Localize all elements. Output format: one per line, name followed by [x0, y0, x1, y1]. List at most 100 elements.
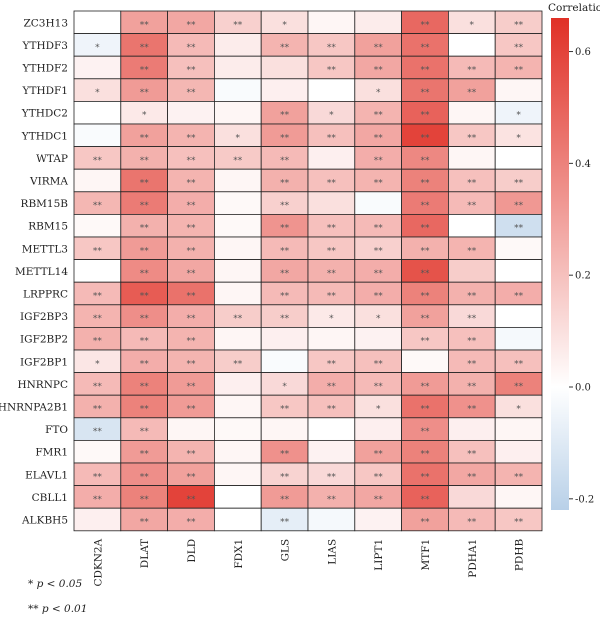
row-label-ythdf3: YTHDF3 — [22, 40, 68, 52]
significance-marker: ** — [467, 314, 477, 324]
significance-marker: ** — [421, 472, 431, 482]
significance-marker: ** — [187, 314, 197, 324]
heatmap-cell — [167, 101, 215, 125]
significance-marker: ** — [327, 292, 337, 302]
heatmap-cell — [260, 417, 309, 441]
significance-marker: ** — [514, 359, 524, 369]
row-label-igf2bp2: IGF2BP2 — [20, 334, 68, 346]
significance-marker: ** — [467, 359, 477, 369]
significance-marker: ** — [233, 359, 243, 369]
significance-marker: ** — [280, 518, 290, 528]
row-label-igf2bp3: IGF2BP3 — [20, 311, 68, 323]
significance-marker: ** — [280, 472, 290, 482]
heatmap-cell — [307, 146, 356, 170]
significance-marker: ** — [140, 518, 150, 528]
row-label-ythdc1: YTHDC1 — [21, 130, 68, 142]
significance-marker: ** — [467, 133, 477, 143]
heatmap-cell — [213, 417, 262, 441]
significance-marker: ** — [421, 246, 431, 256]
significance-marker: ** — [327, 382, 337, 392]
row-label-rbm15b: RBM15B — [21, 198, 69, 210]
significance-marker: ** — [140, 179, 150, 189]
significance-marker: ** — [467, 246, 477, 256]
significance-marker: ** — [467, 179, 477, 189]
significance-marker: ** — [280, 43, 290, 53]
legend-note-p05: * p < 0.05 — [28, 578, 82, 590]
significance-marker: ** — [514, 224, 524, 234]
significance-marker: ** — [421, 337, 431, 347]
significance-marker: * — [142, 111, 147, 121]
colorbar-tick-label: 0.2 — [575, 271, 591, 282]
significance-marker: * — [282, 382, 287, 392]
significance-marker: * — [95, 359, 100, 369]
significance-marker: * — [329, 314, 334, 324]
significance-marker: ** — [327, 246, 337, 256]
significance-marker: ** — [140, 359, 150, 369]
heatmap-cell — [307, 191, 356, 215]
heatmap-cell — [213, 394, 262, 419]
row-label-rbm15: RBM15 — [28, 221, 68, 233]
significance-marker: ** — [514, 179, 524, 189]
legend-note-p05-text: p < 0.05 — [36, 578, 83, 590]
heatmap-cell — [447, 485, 496, 509]
colorbar-tick-label: 0.4 — [575, 159, 591, 170]
row-labels: ZC3H13 YTHDF3 YTHDF2 YTHDF1 YTHDC2 YTHDC1 WTAP… — [0, 17, 68, 526]
column-label-cdkn2a: CDKN2A — [92, 538, 104, 586]
significance-marker: ** — [280, 201, 290, 211]
heatmap-cell — [213, 168, 262, 193]
heatmap-cell — [260, 55, 309, 80]
heatmap-cell — [494, 417, 543, 441]
significance-marker: ** — [280, 495, 290, 505]
significance-marker: ** — [374, 179, 384, 189]
heatmap-cell — [494, 485, 543, 509]
significance-marker: ** — [467, 518, 477, 528]
significance-marker: ** — [421, 88, 431, 98]
significance-marker: ** — [187, 472, 197, 482]
heatmap-cell — [213, 191, 262, 215]
significance-marker: ** — [327, 179, 337, 189]
heatmap-cell — [213, 326, 262, 351]
row-label-hnrnpc: HNRNPC — [17, 379, 68, 391]
significance-marker: ** — [140, 427, 150, 437]
significance-marker: ** — [374, 156, 384, 166]
row-label-ythdf1: YTHDF1 — [22, 85, 68, 97]
significance-marker: ** — [374, 133, 384, 143]
significance-marker: ** — [374, 224, 384, 234]
colorbar-gradient — [551, 18, 569, 510]
heatmap-cell — [307, 417, 356, 441]
significance-marker: ** — [421, 179, 431, 189]
significance-marker: ** — [327, 495, 337, 505]
significance-marker: ** — [140, 405, 150, 415]
significance-marker: ** — [327, 43, 337, 53]
legend-note-p01: ** p < 0.01 — [28, 603, 87, 615]
heatmap-cell — [260, 326, 309, 351]
colorbar-ticks: -0.2 0.0 0.2 0.4 0.6 — [569, 47, 594, 505]
significance-marker: ** — [280, 292, 290, 302]
significance-marker: ** — [374, 246, 384, 256]
significance-marker: ** — [187, 405, 197, 415]
row-label-hnrnpa2b1: HNRNPA2B1 — [0, 402, 68, 414]
significance-marker: ** — [421, 66, 431, 76]
heatmap-cell — [73, 101, 122, 125]
heatmap-cell — [494, 259, 543, 283]
significance-marker: ** — [140, 495, 150, 505]
row-label-alkbh5: ALKBH5 — [21, 515, 68, 527]
column-label-pdha1: PDHA1 — [467, 539, 479, 578]
legend-note-p01-text: p < 0.01 — [41, 603, 88, 615]
significance-marker: ** — [421, 43, 431, 53]
significance-marker: ** — [187, 450, 197, 460]
significance-marker: ** — [233, 20, 243, 30]
significance-marker: ** — [187, 179, 197, 189]
heatmap-cell — [73, 10, 122, 35]
significance-marker: ** — [187, 382, 197, 392]
significance-marker: ** — [140, 337, 150, 347]
column-labels: CDKN2A DLAT DLD FDX1 GLS LIAS LIPT1 MTF1 PDHA1 PD… — [92, 538, 525, 586]
significance-marker: * — [516, 405, 521, 415]
significance-marker: ** — [467, 382, 477, 392]
significance-marker: ** — [374, 292, 384, 302]
significance-marker: ** — [93, 405, 103, 415]
significance-marker: ** — [187, 518, 197, 528]
significance-marker: ** — [93, 246, 103, 256]
significance-marker: ** — [280, 224, 290, 234]
